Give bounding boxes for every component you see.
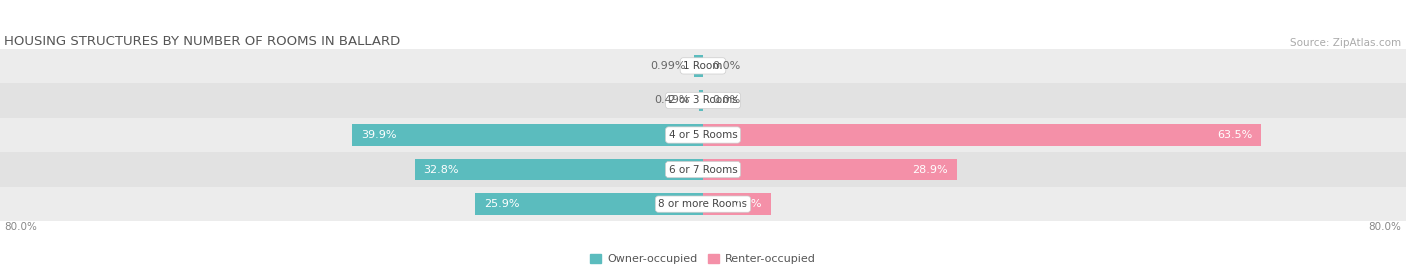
Legend: Owner-occupied, Renter-occupied: Owner-occupied, Renter-occupied [591,254,815,264]
Text: 28.9%: 28.9% [912,164,948,175]
Bar [0,49,1406,83]
Text: 32.8%: 32.8% [423,164,458,175]
Text: 4 or 5 Rooms: 4 or 5 Rooms [669,130,737,140]
Bar [353,124,703,146]
Text: 25.9%: 25.9% [484,199,520,209]
Text: 0.0%: 0.0% [711,95,740,106]
Bar [0,83,1406,118]
Text: 39.9%: 39.9% [361,130,396,140]
Text: Source: ZipAtlas.com: Source: ZipAtlas.com [1291,38,1402,48]
Text: 80.0%: 80.0% [1368,222,1402,232]
Bar [703,159,957,180]
Text: 2 or 3 Rooms: 2 or 3 Rooms [669,95,737,106]
Text: 6 or 7 Rooms: 6 or 7 Rooms [669,164,737,175]
Text: 63.5%: 63.5% [1218,130,1253,140]
Text: 0.0%: 0.0% [711,61,740,71]
Text: 80.0%: 80.0% [4,222,38,232]
Text: HOUSING STRUCTURES BY NUMBER OF ROOMS IN BALLARD: HOUSING STRUCTURES BY NUMBER OF ROOMS IN… [4,35,401,48]
Bar [0,118,1406,152]
Bar [695,55,703,77]
Bar [415,159,703,180]
Bar [703,193,770,215]
Bar [0,152,1406,187]
Text: 0.99%: 0.99% [650,61,686,71]
Text: 8 or more Rooms: 8 or more Rooms [658,199,748,209]
Bar [703,124,1261,146]
Bar [475,193,703,215]
Bar [699,90,703,111]
Text: 7.7%: 7.7% [734,199,762,209]
Bar [0,187,1406,221]
Text: 0.49%: 0.49% [654,95,690,106]
Text: 1 Room: 1 Room [683,61,723,71]
